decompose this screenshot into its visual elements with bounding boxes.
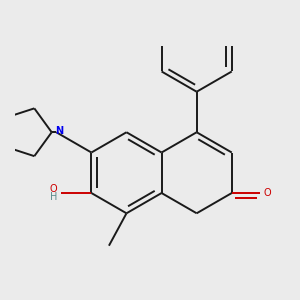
Text: H: H — [50, 192, 57, 202]
Text: O: O — [50, 184, 57, 194]
Text: O: O — [264, 188, 272, 198]
Text: N: N — [56, 126, 64, 136]
